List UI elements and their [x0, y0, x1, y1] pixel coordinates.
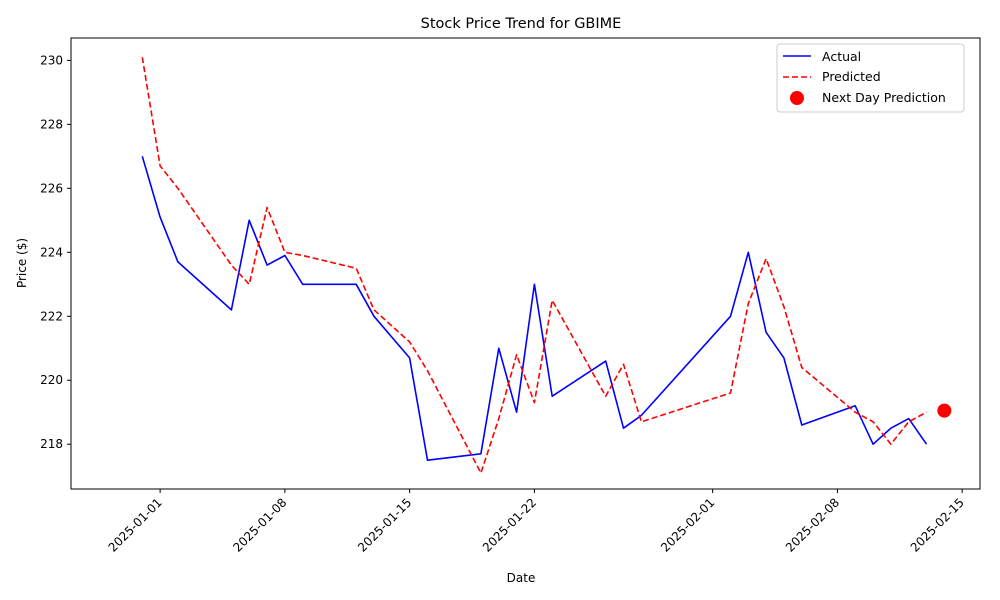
legend-box: [776, 43, 965, 113]
actual-series-line: [141, 156, 928, 461]
y-axis-label: Price ($): [15, 238, 29, 288]
legend-predicted-label: Predicted: [822, 69, 881, 84]
x-tick-label: 2025-01-01: [106, 495, 165, 554]
next-day-prediction-point: [937, 403, 952, 418]
legend-next-day-label: Next Day Prediction: [822, 90, 946, 105]
chart-title: Stock Price Trend for GBIME: [421, 16, 622, 32]
x-tick-label: 2025-02-08: [783, 495, 842, 554]
plot-frame: [70, 37, 981, 490]
legend: Actual Predicted Next Day Prediction: [776, 43, 965, 113]
x-axis: 2025-01-01 2025-01-08 2025-01-15 2025-01-22…: [106, 489, 967, 555]
predicted-series-line: [141, 57, 927, 474]
y-tick-label: 220: [40, 373, 63, 387]
y-tick-label: 228: [40, 117, 63, 131]
y-tick-label: 230: [40, 53, 63, 67]
x-tick-label: 2025-02-15: [908, 495, 967, 554]
y-tick-label: 224: [40, 245, 63, 259]
x-tick-label: 2025-02-01: [658, 495, 717, 554]
legend-next-day-swatch: [790, 91, 804, 105]
y-axis: 218 220 222 224 226 228 230: [40, 53, 71, 451]
x-tick-label: 2025-01-22: [480, 495, 539, 554]
x-tick-label: 2025-01-15: [355, 495, 414, 554]
x-tick-label: 2025-01-08: [230, 495, 289, 554]
y-tick-label: 222: [40, 309, 63, 323]
legend-actual-label: Actual: [822, 49, 861, 64]
plot-area: [141, 57, 952, 474]
x-axis-label: Date: [507, 571, 536, 585]
y-tick-label: 226: [40, 181, 63, 195]
y-tick-label: 218: [40, 437, 63, 451]
